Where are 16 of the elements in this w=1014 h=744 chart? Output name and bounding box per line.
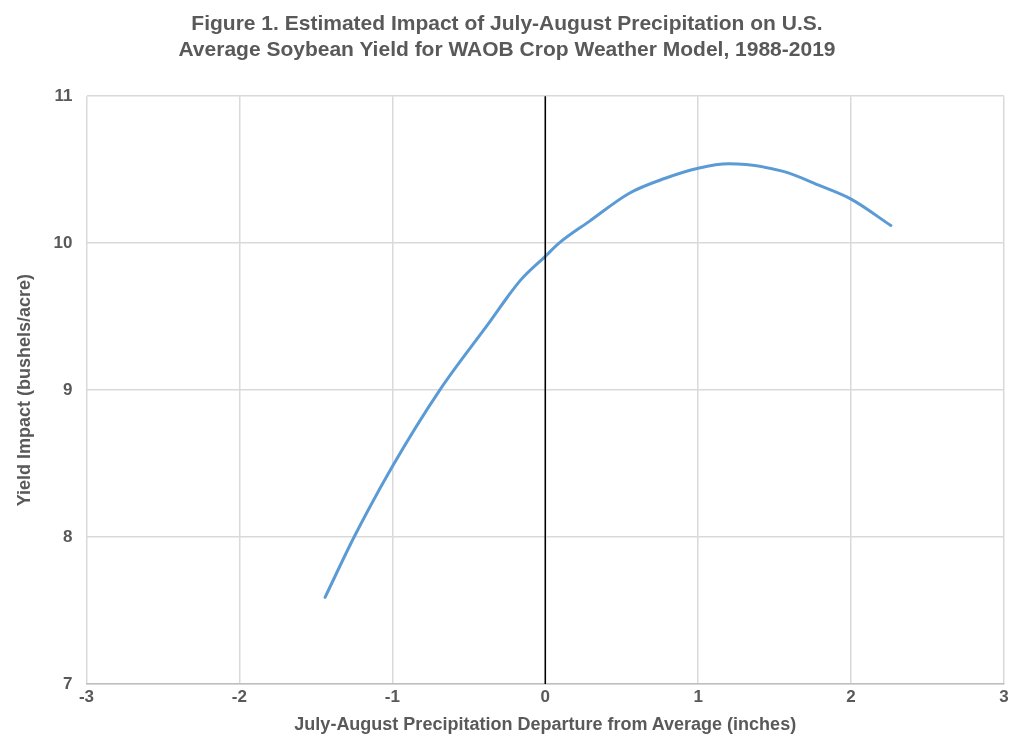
y-axis-title: Yield Impact (bushels/acre) [13,273,34,507]
chart-title: Figure 1. Estimated Impact of July-August Precipitation on U.S. Average Soybean Yield for WAOB Crop Weather Model, 1988-2019 [177,10,837,62]
x-tick-label: -2 [231,686,247,706]
x-tick-label: -1 [384,686,400,706]
x-tick-label: 0 [540,686,550,706]
y-tick-label: 8 [63,526,73,546]
y-tick-label: 10 [53,232,73,252]
x-tick-label: 1 [693,686,703,706]
line-series [323,162,893,599]
y-tick-label: 9 [63,379,73,399]
y-tick-label: 11 [54,85,73,105]
x-tick-label: 2 [846,686,856,706]
x-axis-title: July-August Precipitation Departure from Average (inches) [294,714,797,735]
x-tick-label: 3 [999,686,1009,706]
x-tick-label: -3 [78,686,95,706]
y-tick-label: 7 [63,673,73,693]
